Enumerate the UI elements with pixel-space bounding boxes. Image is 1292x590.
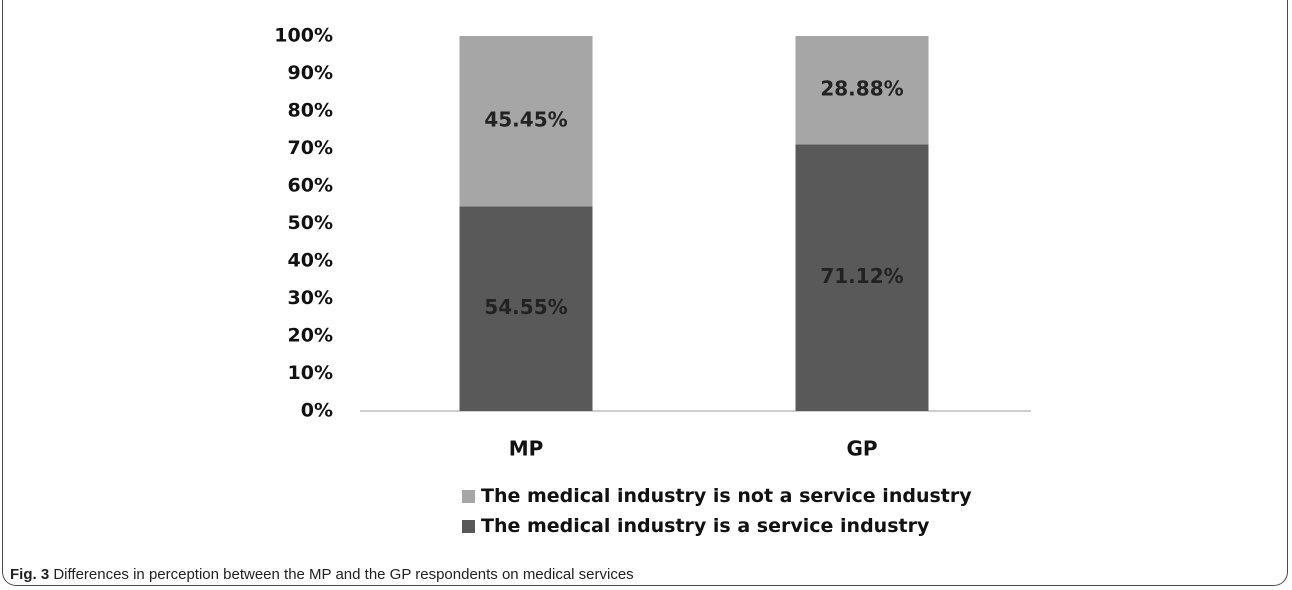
y-tick-label: 60% bbox=[288, 175, 333, 197]
y-tick-label: 50% bbox=[288, 212, 333, 234]
legend-swatch bbox=[462, 489, 475, 503]
legend-label: The medical industry is a service indust… bbox=[481, 515, 930, 537]
category-label-mp: MP bbox=[509, 437, 544, 461]
y-tick-label: 100% bbox=[274, 25, 333, 47]
stacked-bar-chart: 0% 10% 20% 30% 40% 50% 60% 70% 80% 90% 100% 54.55%… bbox=[274, 25, 1031, 461]
y-tick-label: 80% bbox=[288, 100, 333, 122]
y-tick-label: 70% bbox=[288, 137, 333, 159]
y-axis-ticks: 0% 10% 20% 30% 40% 50% 60% 70% 80% 90% 100% bbox=[274, 25, 333, 422]
caption-text: Differences in perception between the MP… bbox=[49, 566, 634, 583]
bar-segment-gp-the-medical-industry-is-not-a-service-industry bbox=[795, 36, 929, 145]
y-tick-label: 90% bbox=[288, 62, 333, 84]
data-labels: 54.55% 45.45% 71.12% 28.88% bbox=[484, 77, 903, 320]
legend-swatch bbox=[462, 519, 475, 533]
category-label-gp: GP bbox=[846, 437, 877, 461]
data-label-gp-the-medical-industry-is-a-service-industry: 71.12% bbox=[820, 264, 903, 288]
bars bbox=[459, 36, 929, 412]
y-tick-label: 10% bbox=[288, 362, 333, 384]
figure-caption: Fig. 3 Differences in perception between… bbox=[10, 566, 634, 583]
category-labels: MP GP bbox=[509, 437, 878, 461]
y-tick-label: 0% bbox=[301, 400, 333, 422]
y-tick-label: 20% bbox=[288, 325, 333, 347]
data-label-gp-the-medical-industry-is-not-a-service-industry: 28.88% bbox=[820, 77, 903, 101]
data-label-mp-the-medical-industry-is-not-a-service-industry: 45.45% bbox=[484, 108, 567, 132]
y-tick-label: 40% bbox=[288, 250, 333, 272]
data-label-mp-the-medical-industry-is-a-service-industry: 54.55% bbox=[484, 295, 567, 319]
legend-item: The medical industry is not a service in… bbox=[462, 481, 972, 511]
y-tick-label: 30% bbox=[288, 287, 333, 309]
legend-label: The medical industry is not a service in… bbox=[481, 485, 972, 507]
bar-segment-gp-the-medical-industry-is-a-service-industry bbox=[795, 144, 929, 412]
legend-item: The medical industry is a service indust… bbox=[462, 511, 972, 541]
bar-segment-mp-the-medical-industry-is-a-service-industry bbox=[459, 206, 593, 411]
bar-segment-mp-the-medical-industry-is-not-a-service-industry bbox=[459, 36, 593, 207]
caption-label: Fig. 3 bbox=[10, 566, 50, 583]
legend: The medical industry is not a service in… bbox=[462, 481, 972, 541]
